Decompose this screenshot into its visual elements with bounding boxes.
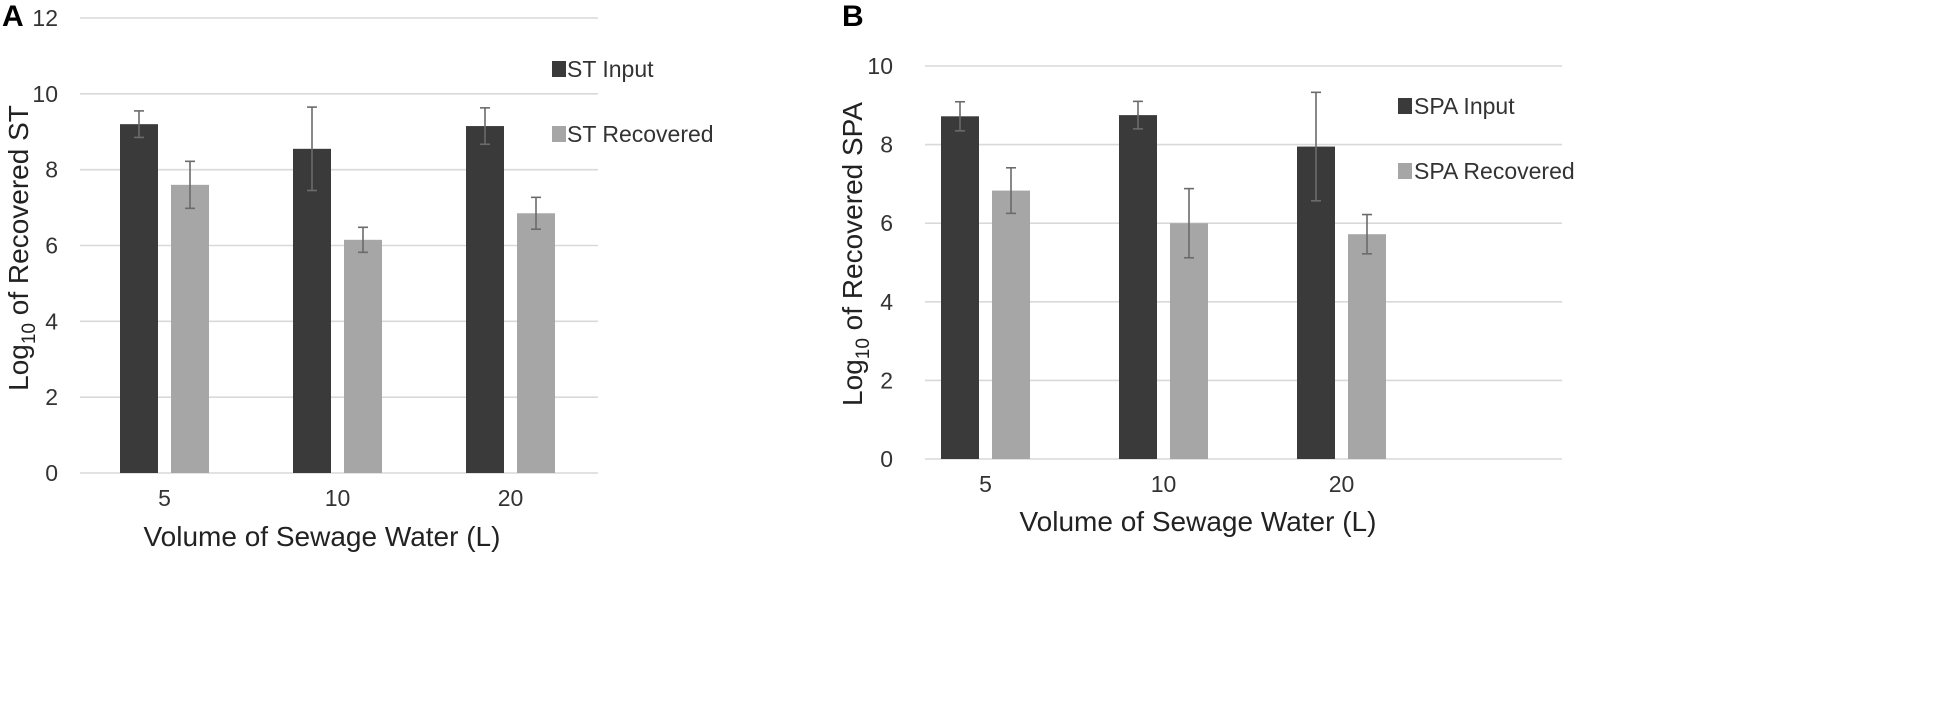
panel-b-error-bar-input-10 — [1133, 100, 1143, 130]
panel-b-y-tick-label: 4 — [880, 289, 893, 315]
panel-a-bar-input-10 — [293, 148, 331, 473]
panel-a-y-axis-title-subscript: 10 — [19, 323, 40, 344]
panel-a-y-tick-label: 8 — [45, 157, 58, 183]
panel-b-y-axis-title-rest: of Recovered SPA — [837, 102, 868, 338]
panel-a-y-tick-label: 0 — [45, 460, 58, 486]
panel-a-x-tick-label: 10 — [325, 485, 351, 511]
panel-b-y-tick-label: 8 — [880, 132, 893, 158]
panel-b-bar-recovered-10 — [1170, 223, 1208, 459]
panel-a-y-tick-label: 10 — [32, 81, 58, 107]
panel-b-bar-recovered-20 — [1348, 234, 1386, 459]
panel-a-error-bar-input-20 — [480, 107, 490, 146]
panel-a-x-tick-label: 5 — [158, 485, 171, 511]
panel-a-x-axis-title: Volume of Sewage Water (L) — [144, 521, 501, 552]
panel-b: B 0 2 4 6 8 10 5 10 20 SPA Input SPA Recovered V… — [837, 0, 1575, 537]
panel-b-x-tick-label: 20 — [1329, 471, 1355, 497]
panel-a-y-axis-title: Log10 of Recovered ST — [3, 105, 40, 391]
panel-a-error-bar-input-10 — [307, 106, 317, 192]
panel-b-error-bar-recovered-5 — [1006, 166, 1016, 215]
panel-a-y-tick-label: 6 — [45, 233, 58, 259]
panel-b-error-bar-input-5 — [955, 100, 965, 132]
panel-b-legend-swatch-input — [1398, 98, 1412, 114]
panel-a-bar-recovered-10 — [344, 239, 382, 473]
panel-a-error-bar-recovered-20 — [531, 196, 541, 230]
panel-b-bars — [941, 115, 1386, 459]
panel-b-x-tick-label: 10 — [1151, 471, 1177, 497]
panel-a-x-tick-label: 20 — [498, 485, 524, 511]
panel-a-error-bar-recovered-10 — [358, 226, 368, 254]
panel-b-error-bar-recovered-10 — [1184, 187, 1194, 259]
panel-b-x-axis-title: Volume of Sewage Water (L) — [1020, 506, 1377, 537]
panel-a-bar-recovered-5 — [171, 184, 209, 474]
panel-a-error-bar-input-5 — [134, 110, 144, 139]
panel-b-legend: SPA Input SPA Recovered — [1398, 93, 1575, 184]
panel-a-y-axis-title-log: Log — [3, 344, 34, 391]
panel-b-gridlines — [925, 65, 1562, 460]
panel-a-x-ticks: 5 10 20 — [158, 485, 523, 511]
panel-a-y-ticks: 0 2 4 6 8 10 12 — [32, 5, 58, 486]
panel-a-bars — [120, 124, 555, 474]
panel-b-y-tick-label: 2 — [880, 367, 893, 393]
panel-label-a: A — [2, 0, 24, 33]
panel-a-gridlines — [80, 17, 598, 474]
panel-a-legend: ST Input ST Recovered — [552, 56, 714, 147]
panel-b-error-bar-input-20 — [1311, 91, 1321, 202]
panel-b-bar-recovered-5 — [992, 190, 1030, 459]
panel-a-y-tick-label: 12 — [32, 5, 58, 31]
panel-a-error-bars — [134, 106, 541, 254]
panel-b-y-ticks: 0 2 4 6 8 10 — [867, 53, 893, 472]
panel-a: A 0 2 4 6 8 10 12 5 10 20 ST Input ST Recovered V… — [2, 0, 714, 552]
panel-b-legend-swatch-recovered — [1398, 163, 1412, 179]
panel-label-b: B — [842, 0, 864, 33]
panel-a-bar-input-20 — [466, 126, 504, 473]
panel-a-y-tick-label: 4 — [45, 308, 58, 334]
panel-a-legend-label-input: ST Input — [567, 56, 654, 82]
panel-a-error-bar-recovered-5 — [185, 160, 195, 210]
panel-b-legend-label-input: SPA Input — [1414, 93, 1515, 119]
panel-b-bar-input-5 — [941, 116, 979, 459]
panel-a-y-tick-label: 2 — [45, 384, 58, 410]
panel-b-y-tick-label: 6 — [880, 210, 893, 236]
panel-b-y-axis-title: Log10 of Recovered SPA — [837, 102, 874, 406]
panel-b-y-axis-title-subscript: 10 — [853, 338, 874, 359]
panel-a-legend-label-recovered: ST Recovered — [567, 121, 714, 147]
panel-b-x-ticks: 5 10 20 — [979, 471, 1354, 497]
panel-b-error-bar-recovered-20 — [1362, 213, 1372, 255]
panel-a-legend-swatch-recovered — [552, 126, 566, 142]
panel-a-y-axis-title-rest: of Recovered ST — [3, 105, 34, 323]
panel-b-legend-label-recovered: SPA Recovered — [1414, 158, 1575, 184]
panel-a-bar-input-5 — [120, 124, 158, 474]
panel-b-error-bars — [955, 91, 1372, 259]
panel-b-y-tick-label: 10 — [867, 53, 893, 79]
panel-b-bar-input-10 — [1119, 115, 1157, 459]
panel-a-legend-swatch-input — [552, 61, 566, 77]
panel-b-y-tick-label: 0 — [880, 446, 893, 472]
panel-a-bar-recovered-20 — [517, 213, 555, 474]
panel-b-y-axis-title-log: Log — [837, 359, 868, 406]
panel-b-x-tick-label: 5 — [979, 471, 992, 497]
